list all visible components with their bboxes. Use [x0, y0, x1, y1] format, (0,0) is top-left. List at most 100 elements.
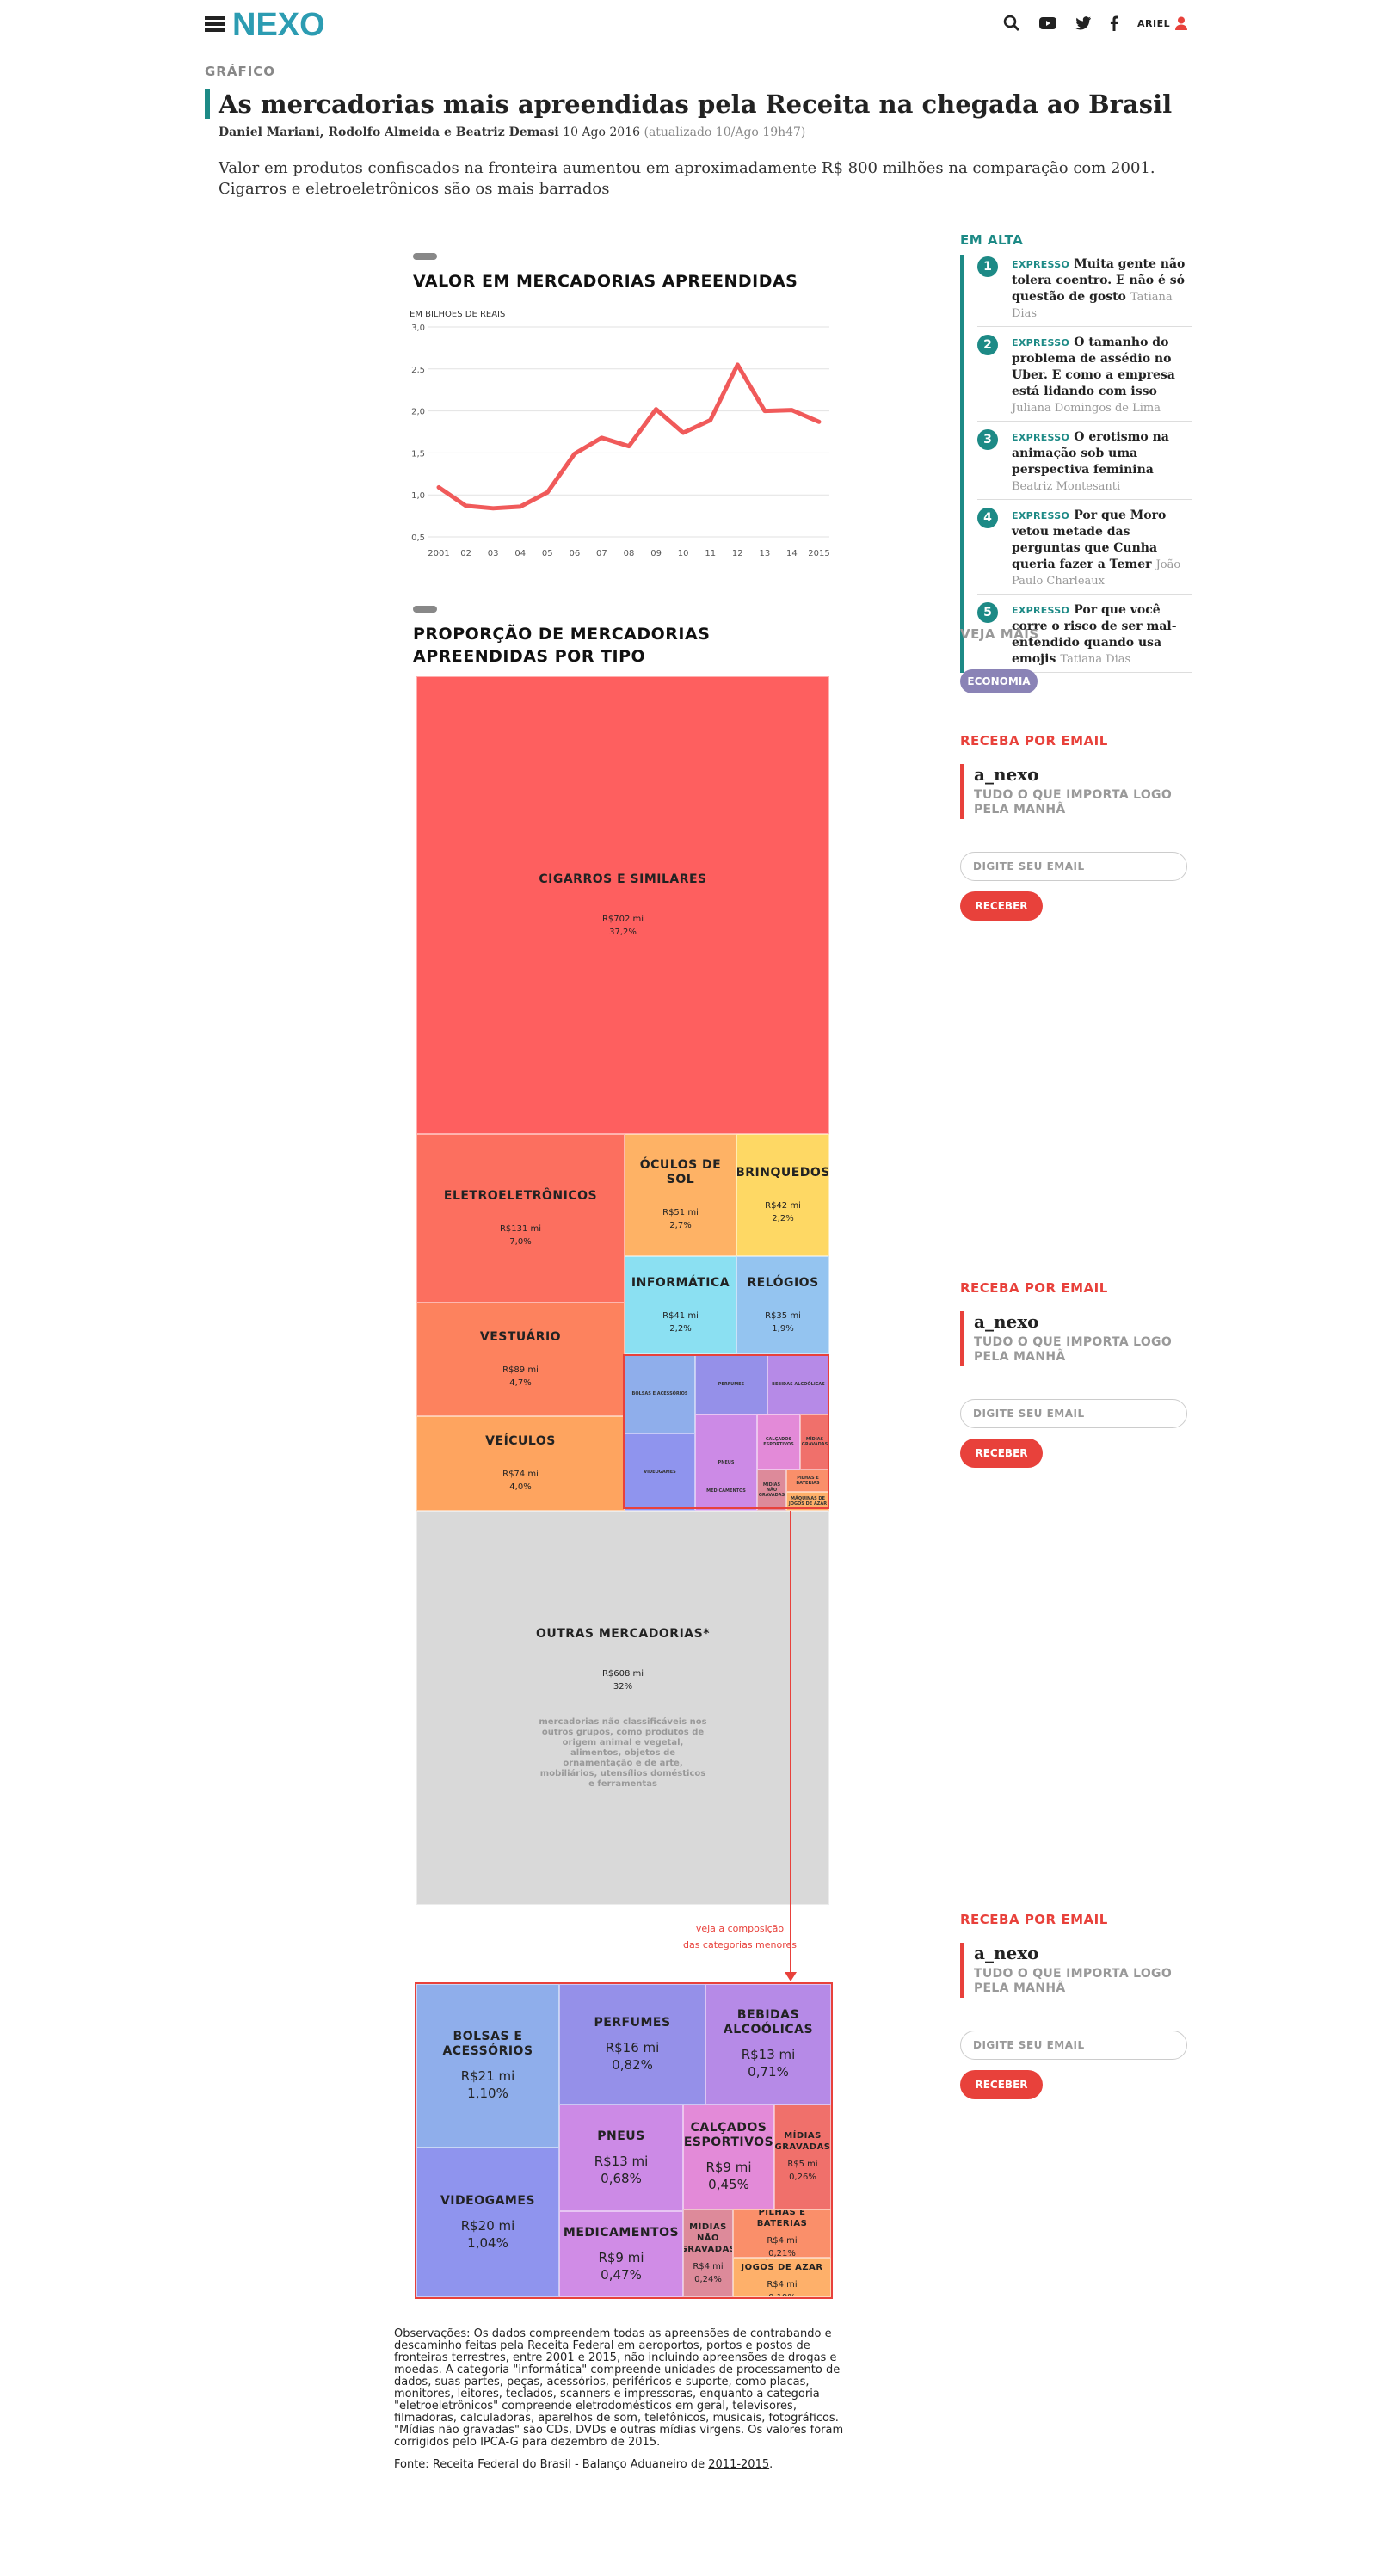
trending-item[interactable]: 4 EXPRESSO Por que Moro vetou metade das … [977, 506, 1192, 595]
trending-author: Tatiana Dias [1012, 291, 1173, 320]
newsletter-name: a_nexo [974, 764, 1039, 785]
trending-number: 1 [977, 256, 998, 277]
tile-label: VIDEOGAMES [440, 2193, 536, 2208]
trending-headline[interactable]: O erotismo na animação sob uma perspecti… [1012, 430, 1169, 477]
tile-label: INFORMÁTICA [631, 1275, 730, 1290]
x-tick-label: 11 [705, 549, 716, 558]
email-input[interactable] [960, 1399, 1187, 1428]
trending-content: EXPRESSO O tamanho do problema de assédi… [1012, 333, 1192, 415]
trending-tag: EXPRESSO [1012, 605, 1070, 616]
x-tick-label: 08 [624, 549, 635, 558]
tile-value: R$5 mi [787, 2160, 818, 2169]
newsletter-brand: a_nexo TUDO O QUE IMPORTA LOGO PELA MANH… [960, 1943, 1192, 1998]
tile-value: R$131 mi [499, 1223, 542, 1234]
subscribe-button[interactable]: RECEBER [960, 2070, 1043, 2099]
tile-value: R$13 mi [741, 2047, 796, 2062]
tile-value: R$20 mi [460, 2217, 515, 2234]
callout-connector [790, 1511, 791, 1975]
treemap-small-tile: VIDEOGAMES [625, 1433, 695, 1511]
newsletter-brand: a_nexo TUDO O QUE IMPORTA LOGO PELA MANH… [960, 764, 1192, 819]
trending-headline[interactable]: O tamanho do problema de assédio no Uber… [1012, 336, 1175, 398]
tag-economia[interactable]: ECONOMIA [960, 669, 1038, 693]
trending-item[interactable]: 1 EXPRESSO Muita gente não tolera coentro… [977, 255, 1192, 327]
trending-headline[interactable]: Por que você corre o risco de ser mal-en… [1012, 603, 1177, 666]
top-bar: NEXO ARIEL [0, 0, 1392, 46]
trending-author: João Paulo Charleaux [1012, 558, 1181, 588]
email-input[interactable] [960, 852, 1187, 881]
y-axis-label: EM BILHÕES DE REAIS [410, 311, 505, 319]
tile-label: RELÓGIOS [747, 1275, 819, 1290]
small-tile-label: BEBIDAS ALCOÓLICAS [772, 1382, 825, 1387]
newsletter-brand: a_nexo TUDO O QUE IMPORTA LOGO PELA MANH… [960, 1311, 1192, 1366]
subscribe-button[interactable]: RECEBER [960, 891, 1043, 921]
chart-pill [413, 606, 437, 613]
menu-icon[interactable] [205, 16, 225, 32]
article-kicker[interactable]: GRÁFICO [205, 64, 276, 79]
nexo-logo[interactable]: NEXO [231, 5, 368, 41]
y-tick-label: 1,0 [411, 491, 425, 501]
tile-label: PNEUS [597, 2129, 645, 2143]
trending-item[interactable]: 5 EXPRESSO Por que você corre o risco de … [977, 601, 1192, 673]
trending-item[interactable]: 3 EXPRESSO O erotismo na animação sob uma… [977, 428, 1192, 500]
tile-label: OUTRAS MERCADORIAS* [535, 1626, 711, 1641]
treemap-small-tile: CALÇADOS ESPORTIVOS [757, 1414, 800, 1470]
tile-label: PILHAS E BATERIAS [756, 2209, 808, 2228]
trending-tag: EXPRESSO [1012, 337, 1070, 348]
user-icon[interactable] [1175, 16, 1188, 30]
tile-label: MÍDIAS GRAVADAS [774, 2131, 831, 2152]
trending-headline[interactable]: Muita gente não tolera coentro. E não é … [1012, 257, 1186, 304]
x-tick-label: 05 [542, 549, 553, 558]
x-tick-label: 03 [488, 549, 499, 558]
newsletter-box: RECEBA POR EMAIL a_nexo TUDO O QUE IMPOR… [960, 1280, 1192, 1468]
trending-content: EXPRESSO Muita gente não tolera coentro.… [1012, 255, 1192, 320]
tile-share: 37,2% [609, 927, 637, 937]
small-tile-label: VIDEOGAMES [644, 1470, 676, 1475]
article-header: GRÁFICO As mercadorias mais apreendidas … [205, 64, 1194, 200]
tile-share: 0,47% [601, 2266, 642, 2283]
small-tile-label: BOLSAS E ACESSÓRIOS [631, 1391, 688, 1396]
newsletter-title: RECEBA POR EMAIL [960, 1912, 1108, 1927]
treemap-tile: MÁQUINAS DE JOGOS DE AZAR R$4 mi 0,19% [733, 2258, 831, 2297]
tile-share: 2,2% [772, 1213, 794, 1223]
treemap-tile: CALÇADOS ESPORTIVOS R$9 mi 0,45% [683, 2105, 774, 2209]
source-line: Fonte: Receita Federal do Brasil - Balan… [394, 2459, 850, 2471]
user-name[interactable]: ARIEL [1137, 17, 1171, 29]
source-prefix: Fonte: Receita Federal do Brasil - Balan… [394, 2458, 709, 2471]
x-tick-label: 06 [569, 549, 580, 558]
trending-tag: EXPRESSO [1012, 432, 1070, 443]
treemap: CIGARROS E SIMILARES R$702 mi 37,2% ELETROE… [416, 676, 829, 1905]
tile-value: R$9 mi [598, 2249, 644, 2265]
series-line [436, 362, 822, 511]
tile-value: R$41 mi [662, 1310, 699, 1321]
trending-content: EXPRESSO Por que Moro vetou metade das p… [1012, 506, 1192, 588]
facebook-icon[interactable] [1110, 15, 1118, 31]
trending-number: 2 [977, 335, 998, 355]
small-tile-label: CALÇADOS ESPORTIVOS [763, 1437, 794, 1447]
tile-value: R$89 mi [502, 1365, 539, 1375]
tile-value: R$608 mi [601, 1668, 644, 1679]
callout-line-2: das categorias menores [682, 1939, 798, 1950]
small-tile-label: MÍDIAS NÃO GRAVADAS [758, 1482, 785, 1498]
treemap-tile: VEÍCULOS R$74 mi 4,0% [416, 1416, 625, 1511]
treemap-tile: MEDICAMENTOS R$9 mi 0,47% [559, 2211, 683, 2297]
treemap-tile: INFORMÁTICA R$41 mi 2,2% [625, 1256, 736, 1354]
article-title: As mercadorias mais apreendidas pela Rec… [219, 89, 1173, 119]
chart-notes: Observações: Os dados compreendem todas … [394, 2328, 850, 2471]
search-icon[interactable] [1003, 15, 1020, 32]
youtube-icon[interactable] [1039, 16, 1056, 30]
trending-item[interactable]: 2 EXPRESSO O tamanho do problema de asséd… [977, 333, 1192, 422]
x-tick-label: 04 [514, 549, 526, 558]
subscribe-button[interactable]: RECEBER [960, 1439, 1043, 1468]
x-tick-label: 14 [786, 549, 798, 558]
tile-value: R$51 mi [662, 1208, 699, 1217]
twitter-icon[interactable] [1075, 16, 1091, 30]
email-input[interactable] [960, 2031, 1187, 2060]
tile-value: R$42 mi [765, 1200, 801, 1211]
trending-headline[interactable]: Por que Moro vetou metade das perguntas … [1012, 508, 1167, 571]
treemap-tile: VIDEOGAMES R$20 mi 1,04% [416, 2148, 559, 2297]
source-link[interactable]: 2011-2015 [708, 2458, 770, 2471]
tile-share: 7,0% [509, 1236, 532, 1247]
trending-number: 5 [977, 602, 998, 623]
tile-label: PERFUMES [594, 2015, 671, 2030]
y-tick-label: 2,0 [411, 408, 425, 417]
